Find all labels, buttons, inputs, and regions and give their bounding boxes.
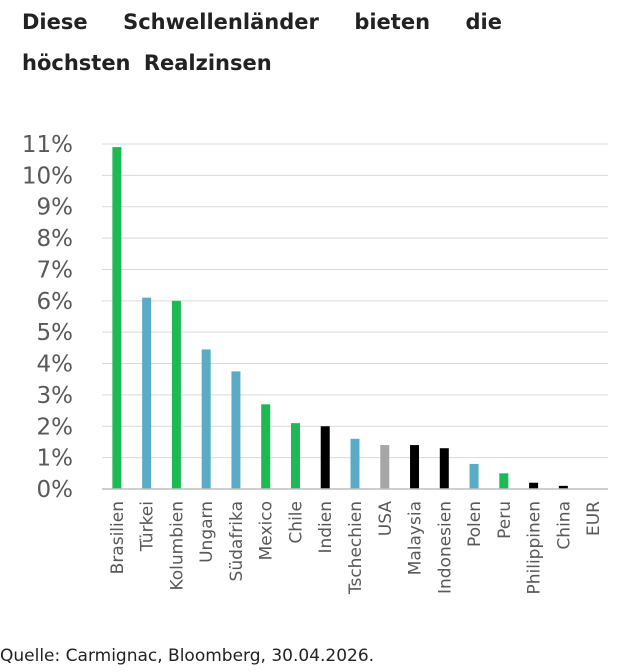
- bar-türkei: [142, 297, 152, 489]
- x-tick-label: Philippinen: [525, 501, 545, 595]
- x-tick-label: Peru: [495, 501, 515, 539]
- bar-indien: [320, 426, 330, 489]
- y-tick-label: 11%: [22, 132, 73, 158]
- source-note: Quelle: Carmignac, Bloomberg, 30.04.2026…: [0, 646, 375, 666]
- bar-chile: [290, 423, 300, 489]
- y-tick-label: 8%: [37, 226, 74, 252]
- x-tick-label: Südafrika: [227, 501, 247, 581]
- x-tick-label: USA: [376, 501, 396, 537]
- bar-indonesien: [439, 448, 449, 489]
- y-tick-label: 6%: [37, 289, 74, 315]
- x-tick-label: EUR: [584, 501, 604, 536]
- x-tick-label: Indonesien: [435, 501, 455, 594]
- bars: [112, 147, 568, 490]
- y-tick-label: 9%: [37, 195, 74, 221]
- y-tick-label: 1%: [37, 446, 74, 472]
- bar-philippinen: [529, 482, 539, 489]
- y-axis-ticks: 0% 1% 2% 3% 4% 5% 6% 7% 8% 9% 10% 11%: [22, 132, 73, 503]
- bar-usa: [380, 445, 390, 489]
- bar-tschechien: [350, 438, 360, 489]
- y-tick-label: 10%: [22, 163, 73, 189]
- x-tick-label: Mexico: [257, 501, 277, 560]
- y-tick-label: 7%: [37, 257, 74, 283]
- x-tick-label: Chile: [286, 501, 306, 544]
- x-tick-label: Kolumbien: [167, 501, 187, 591]
- gridlines: [102, 143, 608, 459]
- bar-ungarn: [201, 349, 211, 489]
- y-tick-label: 0%: [37, 477, 74, 503]
- y-tick-label: 2%: [37, 414, 74, 440]
- x-tick-label: Indien: [316, 501, 336, 554]
- bar-südafrika: [231, 371, 241, 489]
- x-tick-label: Türkei: [138, 501, 158, 552]
- x-tick-label: China: [554, 501, 574, 550]
- y-tick-label: 4%: [37, 352, 74, 378]
- x-tick-label: Malaysia: [406, 501, 426, 575]
- bar-china: [558, 485, 568, 489]
- bar-brasilien: [112, 147, 122, 490]
- bar-mexico: [261, 404, 271, 489]
- bar-malaysia: [410, 445, 420, 489]
- chart-title: Diese Schwellenländer bieten die höchste…: [22, 10, 502, 75]
- x-axis-labels: Brasilien Türkei Kolumbien Ungarn Südafrika M…: [108, 501, 604, 595]
- bar-peru: [499, 473, 509, 489]
- bar-polen: [469, 463, 479, 489]
- bar-chart: 0% 1% 2% 3% 4% 5% 6% 7% 8% 9% 10% 11% Brasilien Türk…: [22, 132, 608, 595]
- y-tick-label: 3%: [37, 383, 74, 409]
- bar-kolumbien: [171, 300, 181, 489]
- x-tick-label: Tschechien: [346, 501, 366, 595]
- x-tick-label: Ungarn: [197, 501, 217, 563]
- x-tick-label: Brasilien: [108, 501, 128, 574]
- x-tick-label: Polen: [465, 501, 485, 547]
- y-tick-label: 5%: [37, 320, 74, 346]
